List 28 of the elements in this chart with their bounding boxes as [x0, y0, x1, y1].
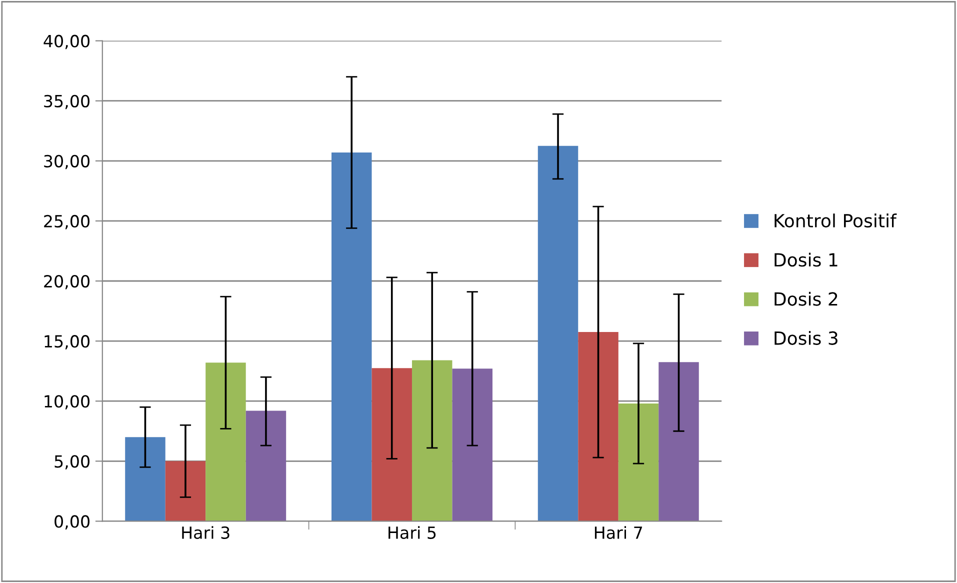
- y-tick-label: 40,00: [44, 34, 90, 50]
- bar: [412, 360, 452, 522]
- x-tick-label: Hari 3: [182, 526, 230, 539]
- legend-label: Kontrol Positif: [774, 214, 897, 228]
- bar: [618, 404, 659, 522]
- y-tick-label: 10,00: [44, 395, 90, 410]
- y-tick-label: 15,00: [44, 335, 90, 350]
- bar: [658, 362, 699, 522]
- legend-label: Dosis 2: [774, 292, 838, 306]
- bar: [331, 152, 372, 522]
- bar: [165, 461, 206, 522]
- bar: [578, 332, 618, 522]
- legend-label: Dosis 3: [774, 330, 838, 345]
- bar: [246, 410, 286, 522]
- bar: [125, 437, 166, 522]
- y-tick-label: 5,00: [54, 455, 90, 470]
- x-tick-label: Hari 7: [594, 526, 642, 539]
- legend-label: Dosis 1: [774, 252, 838, 267]
- bar: [538, 146, 578, 522]
- y-tick-label: 30,00: [44, 154, 90, 170]
- x-tick-label: Hari 5: [388, 526, 436, 539]
- bar: [452, 368, 492, 522]
- y-tick-label: 0,00: [54, 515, 90, 530]
- y-tick-label: 25,00: [44, 214, 90, 230]
- y-tick-label: 20,00: [44, 274, 90, 290]
- bar: [372, 368, 412, 522]
- y-tick-label: 35,00: [44, 94, 90, 110]
- bar: [206, 362, 246, 522]
